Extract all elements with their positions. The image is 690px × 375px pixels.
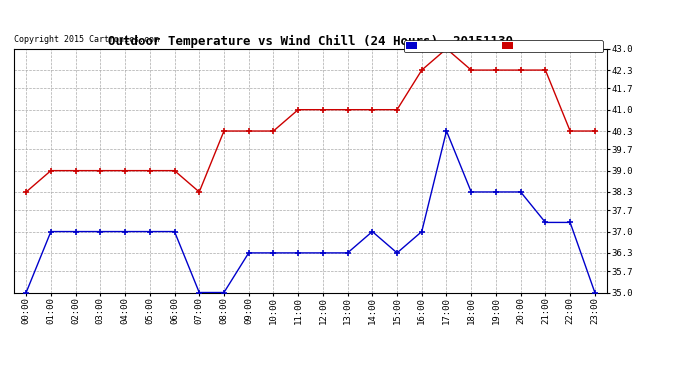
Text: Copyright 2015 Cartronics.com: Copyright 2015 Cartronics.com: [14, 35, 159, 44]
Legend: Wind Chill (°F), Temperature (°F): Wind Chill (°F), Temperature (°F): [404, 40, 602, 53]
Title: Outdoor Temperature vs Wind Chill (24 Hours)  20151130: Outdoor Temperature vs Wind Chill (24 Ho…: [108, 34, 513, 48]
